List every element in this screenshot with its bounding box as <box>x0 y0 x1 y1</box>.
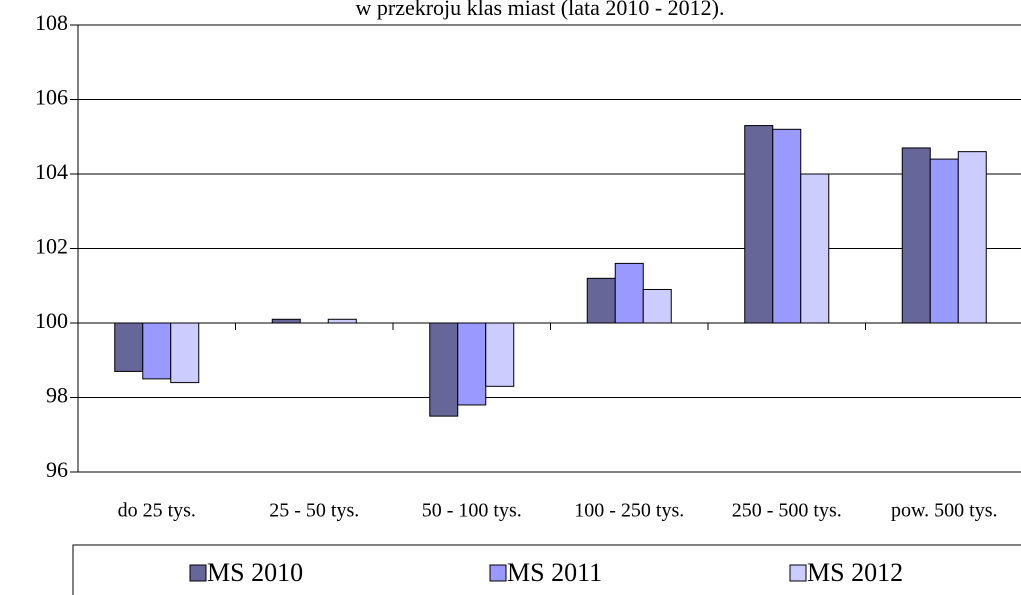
legend-label: MS 2011 <box>507 558 602 587</box>
bar <box>170 322 200 384</box>
bar <box>457 322 487 406</box>
bar <box>586 277 616 324</box>
legend-swatch <box>789 564 807 582</box>
bar <box>929 158 959 324</box>
x-tick-label: 250 - 500 tys. <box>732 500 842 522</box>
y-tick-label: 98 <box>46 383 68 408</box>
bar <box>114 322 144 372</box>
legend-swatch <box>489 564 507 582</box>
legend-swatch <box>189 564 207 582</box>
x-tick-label: 25 - 50 tys. <box>269 500 359 522</box>
bar <box>614 262 644 324</box>
bar <box>772 128 802 324</box>
y-tick-label: 102 <box>35 234 68 259</box>
y-tick-label: 106 <box>35 85 68 110</box>
bar <box>744 125 774 324</box>
x-tick-label: 50 - 100 tys. <box>422 500 522 522</box>
chart-title: w przekroju klas miast (lata 2010 - 2012… <box>355 0 724 20</box>
y-tick-label: 104 <box>35 159 68 184</box>
bar <box>271 318 301 324</box>
legend-label: MS 2012 <box>807 558 903 587</box>
bar <box>957 151 987 324</box>
y-tick-label: 100 <box>35 308 68 333</box>
bar <box>901 147 931 324</box>
bar <box>327 318 357 324</box>
legend-box <box>72 544 1021 595</box>
bar <box>800 173 830 324</box>
x-tick-label: do 25 tys. <box>118 500 196 522</box>
x-tick-label: pow. 500 tys. <box>891 500 997 522</box>
bar <box>429 322 459 417</box>
y-tick-label: 96 <box>46 457 68 482</box>
x-tick-label: 100 - 250 tys. <box>574 500 684 522</box>
legend-label: MS 2010 <box>207 558 303 587</box>
y-tick-label: 108 <box>35 10 68 35</box>
bar <box>142 322 172 380</box>
bar <box>642 288 672 324</box>
bar <box>485 322 515 387</box>
